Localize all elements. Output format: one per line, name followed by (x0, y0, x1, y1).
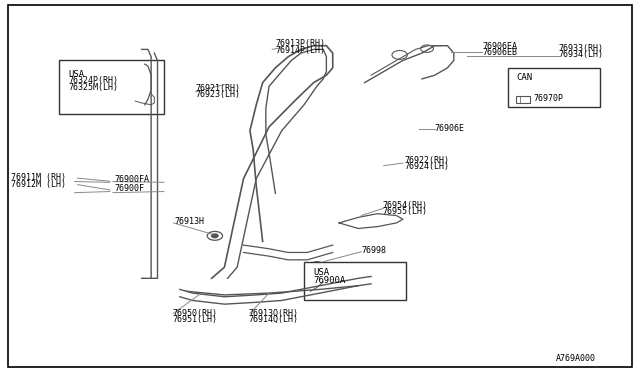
FancyBboxPatch shape (304, 262, 406, 301)
FancyBboxPatch shape (508, 68, 600, 107)
Text: CAN: CAN (516, 73, 532, 82)
Text: USA: USA (314, 268, 330, 277)
Text: 76921(RH): 76921(RH) (196, 84, 241, 93)
Text: 76906E: 76906E (435, 124, 465, 132)
Text: 76325M(LH): 76325M(LH) (68, 83, 118, 92)
Text: 76954(RH): 76954(RH) (383, 201, 428, 210)
Text: 76933(RH): 76933(RH) (559, 44, 604, 53)
Bar (516, 96, 531, 103)
Text: 76913H: 76913H (175, 217, 205, 225)
FancyBboxPatch shape (59, 61, 164, 114)
Text: 76924(LH): 76924(LH) (404, 162, 450, 171)
Text: 76922(RH): 76922(RH) (404, 156, 450, 166)
Text: 76913Q(RH): 76913Q(RH) (248, 309, 299, 318)
Text: 76911M (RH): 76911M (RH) (11, 173, 66, 182)
Text: 76906EA: 76906EA (483, 42, 518, 51)
Text: 76950(RH): 76950(RH) (172, 309, 217, 318)
Text: USA: USA (68, 70, 84, 79)
Text: 76912M (LH): 76912M (LH) (11, 180, 66, 189)
Text: 76951(LH): 76951(LH) (172, 315, 217, 324)
Text: 76900FA: 76900FA (115, 175, 150, 184)
Text: 76914P(LH): 76914P(LH) (275, 46, 325, 55)
Text: 76998: 76998 (362, 246, 387, 255)
Text: 76914Q(LH): 76914Q(LH) (248, 315, 299, 324)
Text: 76900A: 76900A (314, 276, 346, 285)
Text: A769A000: A769A000 (556, 354, 596, 363)
Text: 76324P(RH): 76324P(RH) (68, 76, 118, 85)
Text: 76913P(RH): 76913P(RH) (275, 39, 325, 48)
Circle shape (212, 234, 218, 238)
Text: 76934(LH): 76934(LH) (559, 51, 604, 60)
Text: 76906EB: 76906EB (483, 48, 518, 57)
Text: 76923(LH): 76923(LH) (196, 90, 241, 99)
Text: 76955(LH): 76955(LH) (383, 206, 428, 216)
Text: 76900F: 76900F (115, 185, 145, 193)
Text: 76970P: 76970P (534, 94, 563, 103)
